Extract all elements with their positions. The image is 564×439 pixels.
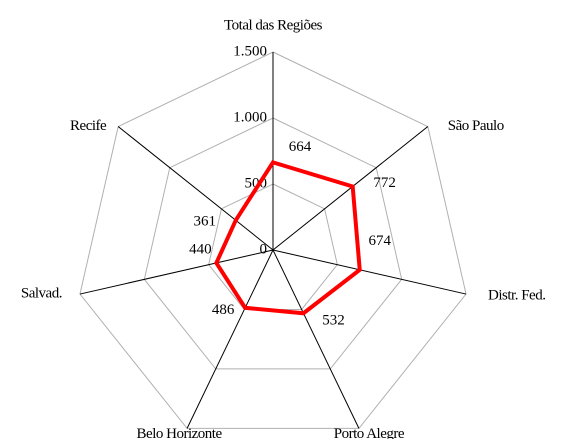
grid-line xyxy=(143,117,403,370)
category-label: Distr. Fed. xyxy=(488,287,545,303)
category-label: São Paulo xyxy=(448,118,504,134)
data-line xyxy=(214,160,362,316)
axis-line xyxy=(117,126,274,251)
tick-label: 1.000 xyxy=(233,109,267,125)
value-label: 486 xyxy=(212,302,235,318)
axis-line xyxy=(272,249,467,295)
category-label: Porto Alegre xyxy=(334,426,405,439)
value-label: 772 xyxy=(373,175,396,191)
value-label: 361 xyxy=(193,214,216,230)
value-label: 440 xyxy=(189,241,212,257)
value-label: 664 xyxy=(289,139,312,155)
axis-line xyxy=(272,249,360,429)
tick-label: 0 xyxy=(260,241,268,257)
axis-line xyxy=(272,126,429,251)
axis-line xyxy=(186,249,274,429)
axis-line xyxy=(79,249,274,295)
value-label: 532 xyxy=(322,313,345,329)
category-label: Total das Regiões xyxy=(224,17,323,33)
category-label: Salvad. xyxy=(21,285,62,301)
tick-label: 1.500 xyxy=(233,43,267,59)
category-label: Belo Horizonte xyxy=(137,426,223,439)
value-label: 674 xyxy=(368,233,391,249)
grid-line xyxy=(79,51,467,429)
category-label: Recife xyxy=(70,118,107,134)
